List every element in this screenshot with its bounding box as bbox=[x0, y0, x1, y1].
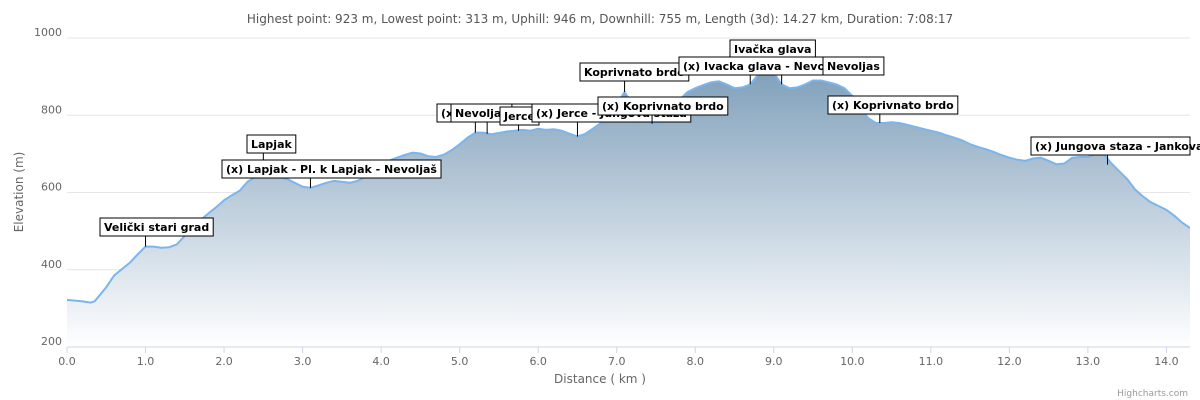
annotation-box bbox=[597, 96, 729, 116]
chart-subtitle: Highest point: 923 m, Lowest point: 313 … bbox=[247, 12, 953, 26]
x-tick-label-0: 0.0 bbox=[58, 355, 76, 368]
annotation-label: Ivačka glava bbox=[734, 43, 811, 56]
annotation-label: Nevoljaš bbox=[455, 107, 508, 120]
annotation-7: (x) Koprivnato brdo bbox=[597, 96, 729, 124]
annotation-10: (x) Ivacka glava - Nevoljaš bbox=[678, 56, 851, 85]
annotation-box bbox=[827, 95, 959, 115]
annotation-label: (x) Koprivnato brdo bbox=[602, 100, 724, 113]
annotation-11: Nevoljas bbox=[781, 56, 885, 85]
annotations: Velički stari grad Lapjak (x) Lapjak - Pl.… bbox=[99, 39, 1200, 247]
x-tick-label-10: 10.0 bbox=[840, 355, 865, 368]
x-tick-label-8: 8.0 bbox=[687, 355, 705, 368]
annotation-0: Velički stari grad bbox=[99, 217, 214, 247]
x-tick-label-7: 7.0 bbox=[608, 355, 626, 368]
annotation-5: Jerce bbox=[499, 106, 540, 131]
y-tick-label-800: 800 bbox=[41, 103, 62, 116]
x-axis: 0.0 1.0 2.0 3.0 4.0 5.0 6.0 7.0 8.0 9.0 10.0 11.0 12… bbox=[58, 346, 1190, 368]
annotation-label: Nevoljas bbox=[827, 60, 880, 73]
credit-link[interactable]: Highcharts.com bbox=[1117, 389, 1188, 399]
annotation-label: (x) Jungova staza - Jankovac bbox=[1035, 140, 1200, 153]
x-tick-label-13: 13.0 bbox=[1076, 355, 1101, 368]
annotation-label: (x) Koprivnato brdo bbox=[832, 99, 954, 112]
x-tick-label-5: 5.0 bbox=[451, 355, 469, 368]
x-tick-label-9: 9.0 bbox=[765, 355, 783, 368]
y-tick-label-200: 200 bbox=[41, 335, 62, 348]
annotation-label: Velički stari grad bbox=[104, 221, 209, 234]
annotation-label: Jerce bbox=[503, 110, 535, 123]
x-tick-label-6: 6.0 bbox=[529, 355, 547, 368]
annotation-12: (x) Koprivnato brdo bbox=[827, 95, 959, 123]
y-tick-label-400: 400 bbox=[41, 258, 62, 271]
annotation-8: Koprivnato brdo bbox=[579, 62, 690, 93]
elevation-line bbox=[67, 66, 1190, 304]
x-tick-label-4: 4.0 bbox=[372, 355, 390, 368]
y-axis-title: Elevation (m) bbox=[12, 152, 26, 233]
annotation-1: Lapjak bbox=[246, 134, 297, 174]
x-tick-label-2: 2.0 bbox=[215, 355, 233, 368]
annotation-box bbox=[99, 217, 214, 237]
x-tick-label-12: 12.0 bbox=[997, 355, 1022, 368]
x-tick-label-14: 14.0 bbox=[1154, 355, 1179, 368]
y-tick-label-600: 600 bbox=[41, 181, 62, 194]
annotation-2: (x) Lapjak - Pl. k Lapjak - Nevoljaš bbox=[221, 159, 442, 188]
annotation-13: (x) Jungova staza - Jankovac bbox=[1030, 136, 1200, 165]
annotation-4: Nevoljaš bbox=[450, 103, 513, 134]
annotation-label: (x) Ivacka glava - Nevoljaš bbox=[683, 60, 847, 73]
annotation-label: (x) Lapjak - Pl. k Lapjak - Nevoljaš bbox=[226, 163, 437, 176]
x-tick-label-1: 1.0 bbox=[137, 355, 155, 368]
annotation-box bbox=[246, 134, 297, 154]
x-axis-title: Distance ( km ) bbox=[554, 372, 646, 386]
annotation-9: Ivačka glava bbox=[729, 39, 816, 68]
y-tick-label-1000: 1000 bbox=[34, 26, 62, 39]
x-tick-label-3: 3.0 bbox=[294, 355, 312, 368]
annotation-box bbox=[822, 56, 885, 76]
x-tick-label-11: 11.0 bbox=[919, 355, 944, 368]
annotation-box bbox=[221, 159, 442, 179]
annotation-label: Lapjak bbox=[251, 138, 292, 151]
y-axis-ticks: 200 400 600 800 1000 bbox=[34, 26, 62, 348]
annotation-box bbox=[1030, 136, 1191, 156]
elevation-area bbox=[67, 66, 1190, 347]
annotation-label: Koprivnato brdo bbox=[584, 66, 685, 79]
elevation-fill bbox=[67, 67, 1190, 347]
